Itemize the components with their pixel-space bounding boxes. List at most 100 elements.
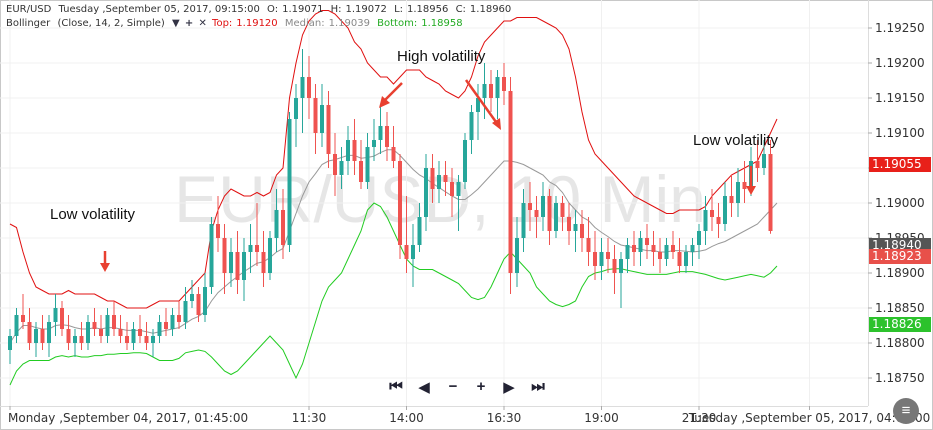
candle-body bbox=[554, 203, 558, 231]
candle-body bbox=[92, 322, 97, 329]
y-tick-label: 1.19250 bbox=[875, 21, 925, 35]
candle-body bbox=[378, 126, 383, 140]
candle-body bbox=[411, 245, 415, 259]
menu-icon[interactable]: ≡ bbox=[893, 398, 919, 424]
candle-body bbox=[528, 203, 532, 210]
price-tag: 1.19055 bbox=[869, 157, 931, 172]
candle-body bbox=[307, 77, 311, 98]
candle-body bbox=[144, 336, 149, 343]
candle-body bbox=[235, 252, 240, 280]
candle-body bbox=[131, 329, 136, 343]
candle-body bbox=[359, 161, 363, 182]
candle-body bbox=[326, 105, 331, 154]
candle-body bbox=[196, 294, 201, 315]
candle-body bbox=[287, 119, 292, 245]
candle-body bbox=[40, 329, 45, 343]
candle-body bbox=[222, 238, 227, 273]
candle-body bbox=[534, 210, 539, 217]
candle-body bbox=[216, 224, 220, 238]
candle-body bbox=[599, 252, 604, 266]
candle-body bbox=[391, 147, 396, 161]
candle-body bbox=[567, 217, 571, 231]
candle-body bbox=[476, 98, 480, 112]
annotation-high-volatility: High volatility bbox=[397, 48, 486, 65]
candle-body bbox=[203, 287, 207, 315]
arrow-high-right bbox=[464, 79, 498, 123]
ohlc-close-label: C: bbox=[455, 4, 466, 15]
candle-body bbox=[209, 224, 214, 287]
candle-body bbox=[710, 210, 714, 217]
candle-body bbox=[261, 252, 266, 273]
candle-body bbox=[53, 308, 58, 322]
candle-body bbox=[372, 140, 376, 147]
candle-body bbox=[573, 224, 578, 231]
candle-body bbox=[398, 161, 402, 245]
candle-body bbox=[716, 217, 721, 224]
candle-body bbox=[450, 182, 454, 196]
candle-body bbox=[443, 175, 448, 182]
y-tick-label: 1.18900 bbox=[875, 266, 925, 280]
scroll-to-start-button[interactable]: ⏮ bbox=[389, 378, 403, 395]
candle-body bbox=[606, 252, 610, 259]
candle-body bbox=[521, 203, 526, 238]
candle-body bbox=[755, 161, 760, 168]
candle-body bbox=[612, 259, 617, 273]
scroll-to-end-button[interactable]: ⏭ bbox=[531, 378, 545, 395]
scroll-right-button[interactable]: ▶ bbox=[503, 379, 515, 396]
candle-body bbox=[313, 98, 318, 133]
candle-body bbox=[736, 182, 740, 203]
y-tick-label: 1.18850 bbox=[875, 301, 925, 315]
candle-body bbox=[723, 196, 727, 224]
zoom-in-button[interactable]: + bbox=[476, 378, 486, 395]
annotation-arrows bbox=[100, 79, 756, 272]
arrow-high-right-head bbox=[492, 118, 501, 130]
candle-body bbox=[762, 154, 766, 168]
close-icon[interactable]: ✕ bbox=[198, 18, 207, 29]
candle-body bbox=[151, 336, 155, 343]
y-tick-label: 1.19000 bbox=[875, 196, 925, 210]
candle-body bbox=[8, 336, 12, 350]
candle-body bbox=[508, 91, 513, 273]
candle-body bbox=[742, 182, 747, 189]
candle-body bbox=[651, 245, 656, 252]
x-tick-label: 19:00 bbox=[584, 411, 619, 425]
candle-body bbox=[580, 224, 584, 238]
candle-body bbox=[593, 252, 597, 266]
candle-body bbox=[118, 329, 123, 336]
zoom-out-button[interactable]: − bbox=[448, 378, 458, 395]
candle-body bbox=[229, 252, 233, 273]
ohlc-high-value: 1.19072 bbox=[345, 4, 387, 15]
median-value: 1.19039 bbox=[328, 18, 370, 29]
ohlc-high-label: H: bbox=[330, 4, 342, 15]
candle-body bbox=[456, 182, 461, 196]
time-axis[interactable]: Monday ,September 04, 2017, 01:45:00 11:3… bbox=[8, 406, 930, 425]
candle-body bbox=[632, 245, 636, 252]
chevron-down-icon[interactable]: ▼ bbox=[172, 18, 180, 29]
candle-body bbox=[177, 315, 181, 322]
candle-body bbox=[79, 336, 84, 343]
candle-body bbox=[495, 77, 500, 98]
x-tick-label: 14:00 bbox=[389, 411, 424, 425]
candle-body bbox=[625, 245, 630, 259]
plus-icon[interactable]: + bbox=[184, 18, 194, 29]
bottom-band-value: 1.18958 bbox=[421, 18, 463, 29]
scroll-left-button[interactable]: ◀ bbox=[418, 379, 430, 396]
candle-body bbox=[268, 238, 272, 273]
candle-body bbox=[515, 238, 519, 273]
candle-body bbox=[430, 168, 435, 189]
candle-body bbox=[424, 168, 428, 217]
candle-body bbox=[242, 252, 246, 280]
x-tick-label: 11:30 bbox=[292, 411, 327, 425]
candle-body bbox=[248, 245, 253, 252]
candle-body bbox=[385, 126, 389, 147]
x-tick-label: Monday ,September 04, 2017, 01:45:00 bbox=[8, 411, 248, 425]
candle-body bbox=[27, 322, 32, 343]
symbol-header: EUR/USD Tuesday ,September 05, 2017, 09:… bbox=[6, 4, 515, 15]
candle-body bbox=[645, 238, 649, 245]
candle-body bbox=[333, 154, 337, 175]
candle-body bbox=[482, 84, 487, 98]
symbol-name: EUR/USD bbox=[6, 4, 52, 15]
candle-body bbox=[320, 105, 324, 133]
candle-body bbox=[34, 329, 38, 343]
candle-body bbox=[274, 210, 279, 238]
